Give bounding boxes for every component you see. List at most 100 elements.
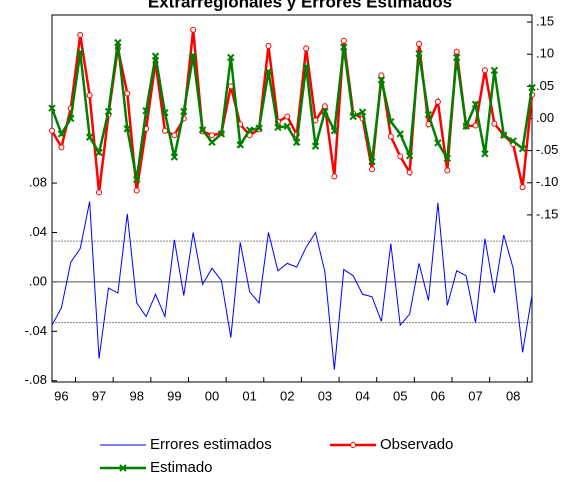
point	[416, 40, 423, 47]
point	[443, 154, 452, 163]
point	[471, 100, 480, 109]
chart-title: Extrarregionales y Errores Estimados	[148, 0, 452, 11]
point	[86, 92, 93, 99]
y2-tick-label: .00	[536, 110, 554, 125]
x-tick-label: 99	[167, 388, 181, 403]
point	[349, 112, 357, 121]
point	[161, 127, 168, 134]
x-tick-label: 06	[431, 388, 445, 403]
point	[104, 107, 113, 116]
point	[500, 131, 508, 139]
point	[236, 141, 244, 149]
point	[481, 67, 488, 74]
x-tick-label: 00	[205, 388, 219, 403]
y2-tick-label: -.10	[536, 174, 558, 189]
point	[452, 53, 461, 62]
point	[491, 120, 498, 127]
point	[453, 48, 460, 55]
point	[519, 184, 526, 191]
point	[133, 187, 140, 194]
point	[123, 125, 132, 133]
point	[95, 148, 103, 157]
x-tick-label: 97	[92, 388, 106, 403]
point	[368, 157, 376, 166]
point	[132, 175, 141, 184]
y-tick-label: -.04	[25, 323, 47, 338]
point	[245, 126, 254, 134]
point	[481, 150, 489, 158]
point	[472, 122, 479, 129]
x-tick-label: 08	[506, 388, 520, 403]
point	[406, 169, 413, 176]
point	[424, 110, 433, 119]
y-tick-label: .00	[29, 273, 47, 288]
point	[434, 139, 442, 147]
point	[518, 144, 527, 153]
point	[358, 108, 367, 116]
series-line	[50, 42, 534, 180]
point	[302, 62, 310, 71]
point	[190, 26, 197, 33]
point	[283, 122, 292, 130]
point	[208, 138, 216, 146]
point	[114, 38, 122, 47]
point	[387, 133, 394, 140]
point	[49, 127, 55, 134]
point	[396, 130, 404, 138]
point	[76, 48, 84, 56]
point	[161, 108, 169, 117]
point	[171, 132, 178, 139]
y2-tick-label: .10	[536, 46, 554, 61]
point	[96, 189, 103, 196]
point	[377, 76, 386, 84]
point	[227, 53, 235, 62]
point	[397, 153, 404, 160]
y2-tick-label: -.05	[536, 142, 558, 157]
point	[330, 126, 339, 135]
point	[198, 126, 207, 134]
point	[67, 114, 75, 123]
point	[189, 51, 197, 60]
point	[142, 107, 150, 115]
point	[217, 130, 226, 138]
point	[528, 83, 536, 92]
y-tick-label: -.08	[25, 372, 47, 387]
point	[274, 123, 282, 132]
point	[151, 52, 160, 60]
point	[265, 42, 272, 49]
point	[387, 117, 395, 126]
point	[415, 49, 423, 58]
point	[180, 107, 188, 116]
point	[170, 153, 179, 161]
point	[255, 124, 263, 132]
x-tick-label: 04	[355, 388, 369, 403]
point	[48, 104, 56, 112]
series-line	[51, 201, 533, 370]
x-tick-label: 98	[129, 388, 143, 403]
x-tick-label: 01	[242, 388, 256, 403]
point	[284, 113, 291, 120]
point	[58, 144, 65, 151]
point	[303, 45, 310, 52]
series-line	[50, 29, 534, 193]
x-tick-label: 02	[280, 388, 294, 403]
legend-marker	[119, 464, 127, 472]
legend-marker	[350, 442, 356, 448]
y2-tick-label: -.15	[536, 206, 558, 221]
point	[77, 31, 84, 38]
point	[434, 98, 441, 105]
point	[311, 142, 320, 150]
point	[369, 166, 375, 173]
x-tick-label: 05	[393, 388, 407, 403]
point	[405, 152, 414, 160]
point	[462, 122, 470, 130]
x-tick-label: 03	[318, 388, 332, 403]
point	[85, 133, 94, 141]
point	[340, 37, 347, 44]
plot-frame	[51, 14, 533, 383]
legend-label: Estimado	[150, 459, 213, 476]
point	[340, 43, 348, 51]
y2-tick-label: .05	[536, 78, 554, 93]
x-tick-label: 96	[54, 388, 68, 403]
